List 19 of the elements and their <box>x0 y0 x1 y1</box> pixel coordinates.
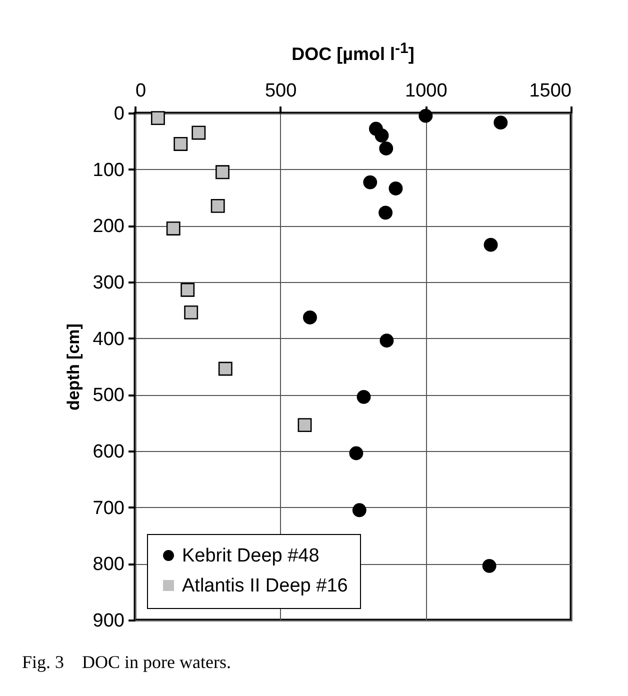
y-tick-label: 300 <box>92 272 124 294</box>
y-tick-label: 0 <box>114 104 124 124</box>
x-axis-title: DOC [µmol l$^{-1}$] <box>290 40 416 65</box>
x-tick-label: 0 <box>136 80 146 102</box>
y-tick-label: 200 <box>92 216 124 238</box>
y-tick-label: 600 <box>92 442 124 462</box>
legend-label: Kebrit Deep #48 <box>182 546 320 566</box>
y-tick-label: 800 <box>92 554 124 576</box>
x-tick-label: 1500 <box>529 80 572 102</box>
legend-label: Atlantis II Deep #16 <box>182 576 348 596</box>
y-tick-label: 500 <box>92 385 124 406</box>
y-tick-label: 700 <box>92 498 124 519</box>
x-tick-label: 1000 <box>405 80 448 102</box>
y-tick-label: 900 <box>92 610 124 632</box>
caption: Fig. 3 DOC in pore waters. <box>22 652 231 673</box>
y-axis-title: depth [cm] <box>64 324 83 410</box>
y-tick-label: 100 <box>92 160 124 181</box>
x-tick-label: 500 <box>264 80 297 102</box>
y-tick-label: 400 <box>92 328 124 350</box>
